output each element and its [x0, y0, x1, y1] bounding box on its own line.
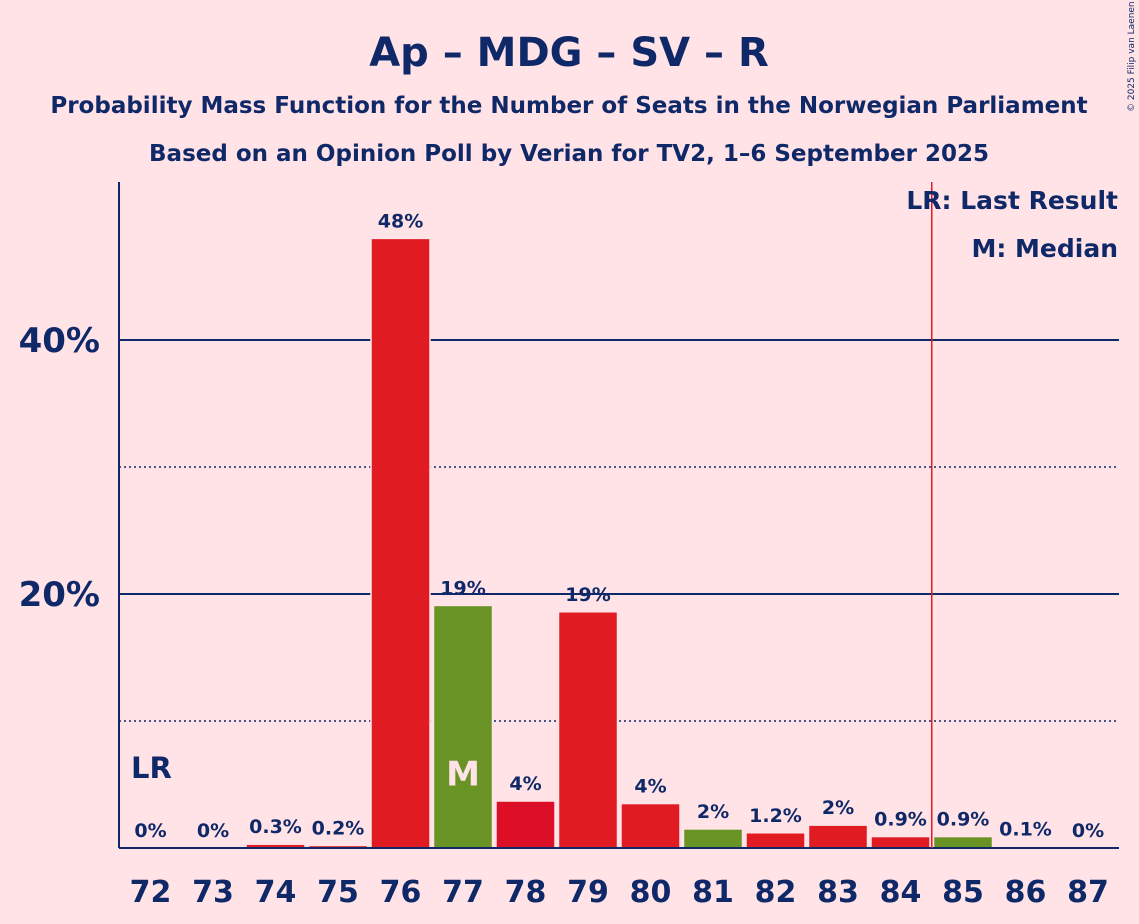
- data-labels: 0% 0% 0.3% 0.2% 48% 19% 4% 19% 4% 2% 1.2% 2% 0.9% 0.9…: [134, 210, 1104, 842]
- x-tick-label: 74: [255, 875, 297, 910]
- data-label: 0.1%: [999, 819, 1052, 841]
- data-label: 0.2%: [312, 817, 365, 839]
- x-tick-label: 73: [192, 875, 234, 910]
- data-label: 4%: [634, 776, 666, 798]
- x-tick-label: 78: [505, 875, 547, 910]
- data-label: 0.9%: [937, 809, 990, 831]
- data-label: 2%: [822, 797, 854, 819]
- median-marker: M: [446, 754, 480, 794]
- x-axis-ticks: 72 73 74 75 76 77 78 79 80 81 82 83 84 85 86 87: [130, 875, 1109, 910]
- data-label: 19%: [565, 584, 610, 606]
- data-label: 0.3%: [249, 816, 302, 838]
- bar: [370, 237, 431, 849]
- x-tick-label: 79: [567, 875, 609, 910]
- bar: [495, 800, 556, 849]
- chart-subtitle-2: Based on an Opinion Poll by Verian for T…: [149, 141, 989, 167]
- x-tick-label: 72: [130, 875, 172, 910]
- data-label: 1.2%: [749, 805, 802, 827]
- gridlines: [119, 339, 1119, 722]
- bar: [932, 835, 994, 849]
- x-tick-label: 84: [880, 875, 922, 910]
- chart-title: Ap – MDG – SV – R: [369, 30, 769, 76]
- x-tick-label: 86: [1005, 875, 1047, 910]
- copyright-notice: © 2025 Filip van Laenen: [1127, 1, 1137, 112]
- x-tick-label: 76: [380, 875, 422, 910]
- x-tick-label: 85: [942, 875, 984, 910]
- x-tick-label: 81: [692, 875, 734, 910]
- data-label: 48%: [378, 210, 423, 232]
- data-label: 0%: [1072, 820, 1104, 842]
- bar: [745, 832, 806, 849]
- bar: [557, 611, 619, 849]
- y-tick-label: 40%: [19, 321, 100, 361]
- data-label: 19%: [440, 577, 485, 599]
- bar: [682, 828, 744, 849]
- y-tick-label: 20%: [19, 575, 100, 615]
- chart-subtitle-1: Probability Mass Function for the Number…: [50, 93, 1087, 119]
- legend-median: M: Median: [971, 234, 1118, 263]
- x-tick-label: 75: [317, 875, 359, 910]
- x-tick-label: 83: [817, 875, 859, 910]
- data-label: 4%: [509, 773, 541, 795]
- x-tick-label: 82: [755, 875, 797, 910]
- data-label: 0%: [134, 820, 166, 842]
- x-tick-label: 80: [630, 875, 672, 910]
- bar: [620, 802, 681, 849]
- last-result-marker: LR: [131, 751, 172, 785]
- bar-series: [245, 237, 1056, 849]
- y-axis-ticks: 20% 40%: [19, 321, 100, 615]
- legend-last-result: LR: Last Result: [906, 186, 1118, 215]
- data-label: 0.9%: [874, 809, 927, 831]
- x-tick-label: 77: [442, 875, 484, 910]
- bar: [870, 835, 931, 849]
- bar: [432, 604, 494, 849]
- bar: [807, 824, 869, 849]
- data-label: 2%: [697, 801, 729, 823]
- data-label: 0%: [197, 820, 229, 842]
- x-tick-label: 87: [1067, 875, 1109, 910]
